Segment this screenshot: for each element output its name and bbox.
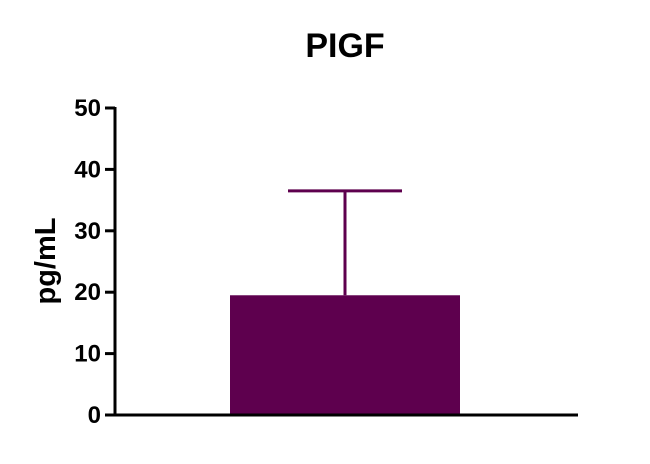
y-axis-ticks: 0 10 20 30 40 50 xyxy=(74,95,115,429)
y-tick-label: 10 xyxy=(74,341,101,368)
y-tick-label: 50 xyxy=(74,95,101,122)
y-tick-label: 20 xyxy=(74,279,101,306)
y-tick-label: 0 xyxy=(88,402,101,429)
y-tick-label: 30 xyxy=(74,218,101,245)
bar xyxy=(230,295,460,415)
chart-title: PIGF xyxy=(305,27,384,65)
y-axis-label: pg/mL xyxy=(30,218,62,305)
bars xyxy=(230,189,460,415)
axes xyxy=(113,107,578,417)
y-tick-label: 40 xyxy=(74,156,101,183)
